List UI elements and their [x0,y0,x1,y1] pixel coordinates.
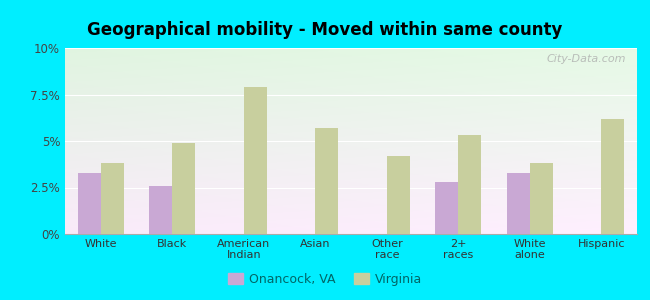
Bar [78,172,101,234]
Bar [315,128,338,234]
Bar [436,182,458,234]
Bar [530,163,552,234]
Text: Geographical mobility - Moved within same county: Geographical mobility - Moved within sam… [87,21,563,39]
Text: City-Data.com: City-Data.com [546,54,625,64]
Bar [150,186,172,234]
Bar [458,135,481,234]
Bar [387,156,410,234]
Bar [601,119,624,234]
Legend: Onancock, VA, Virginia: Onancock, VA, Virginia [222,268,428,291]
Bar [244,87,266,234]
Bar [101,163,124,234]
Bar [172,143,195,234]
Bar [507,172,530,234]
